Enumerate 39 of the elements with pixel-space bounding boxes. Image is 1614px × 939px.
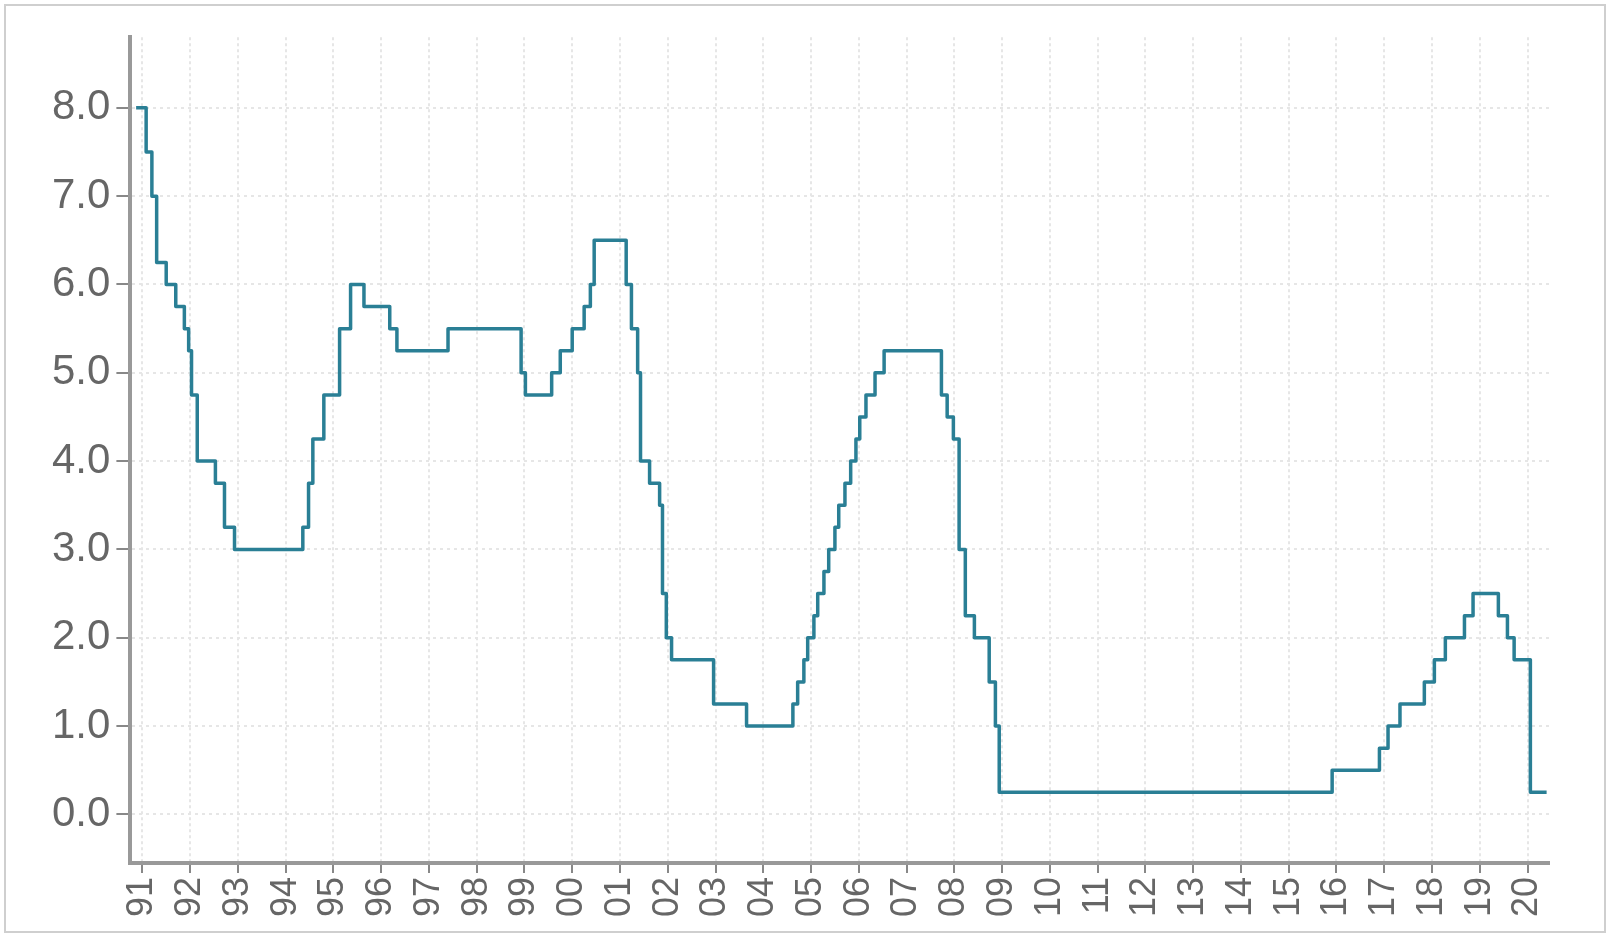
y-tick-label: 8.0 xyxy=(52,81,111,129)
x-tick-label: 04 xyxy=(740,876,782,917)
y-tick-label: 6.0 xyxy=(52,258,111,306)
x-tick-label: 98 xyxy=(453,876,495,917)
x-tick-label: 94 xyxy=(262,876,304,917)
x-tick-label: 01 xyxy=(596,876,638,917)
y-tick-label: 2.0 xyxy=(52,611,111,659)
x-tick-label: 12 xyxy=(1122,876,1164,917)
x-tick-label: 09 xyxy=(979,876,1021,917)
x-tick-label: 15 xyxy=(1265,876,1307,917)
y-tick-label: 0.0 xyxy=(52,787,111,835)
x-tick-label: 07 xyxy=(883,876,925,917)
y-tick-label: 4.0 xyxy=(52,434,111,482)
y-tick-label: 7.0 xyxy=(52,169,111,217)
x-tick-label: 96 xyxy=(358,876,400,917)
x-tick-label: 92 xyxy=(167,876,209,917)
x-tick-label: 13 xyxy=(1170,876,1212,917)
x-tick-label: 97 xyxy=(405,876,447,917)
y-tick-label: 5.0 xyxy=(52,346,111,394)
x-tick-label: 02 xyxy=(644,876,686,917)
x-tick-label: 17 xyxy=(1361,876,1403,917)
x-tick-label: 03 xyxy=(692,876,734,917)
x-tick-label: 16 xyxy=(1313,876,1355,917)
x-tick-label: 95 xyxy=(310,876,352,917)
x-tick-label: 91 xyxy=(119,876,161,917)
x-tick-label: 93 xyxy=(214,876,256,917)
y-tick-label: 1.0 xyxy=(52,699,111,747)
x-tick-label: 18 xyxy=(1408,876,1450,917)
x-tick-label: 19 xyxy=(1456,876,1498,917)
x-tick-label: 06 xyxy=(835,876,877,917)
y-tick-label: 3.0 xyxy=(52,523,111,571)
x-tick-label: 20 xyxy=(1504,876,1546,917)
x-tick-label: 08 xyxy=(931,876,973,917)
x-tick-label: 14 xyxy=(1217,876,1259,917)
x-tick-label: 00 xyxy=(549,876,591,917)
x-tick-label: 10 xyxy=(1026,876,1068,917)
x-tick-label: 11 xyxy=(1074,876,1116,915)
x-tick-label: 99 xyxy=(501,876,543,917)
x-tick-label: 05 xyxy=(787,876,829,917)
